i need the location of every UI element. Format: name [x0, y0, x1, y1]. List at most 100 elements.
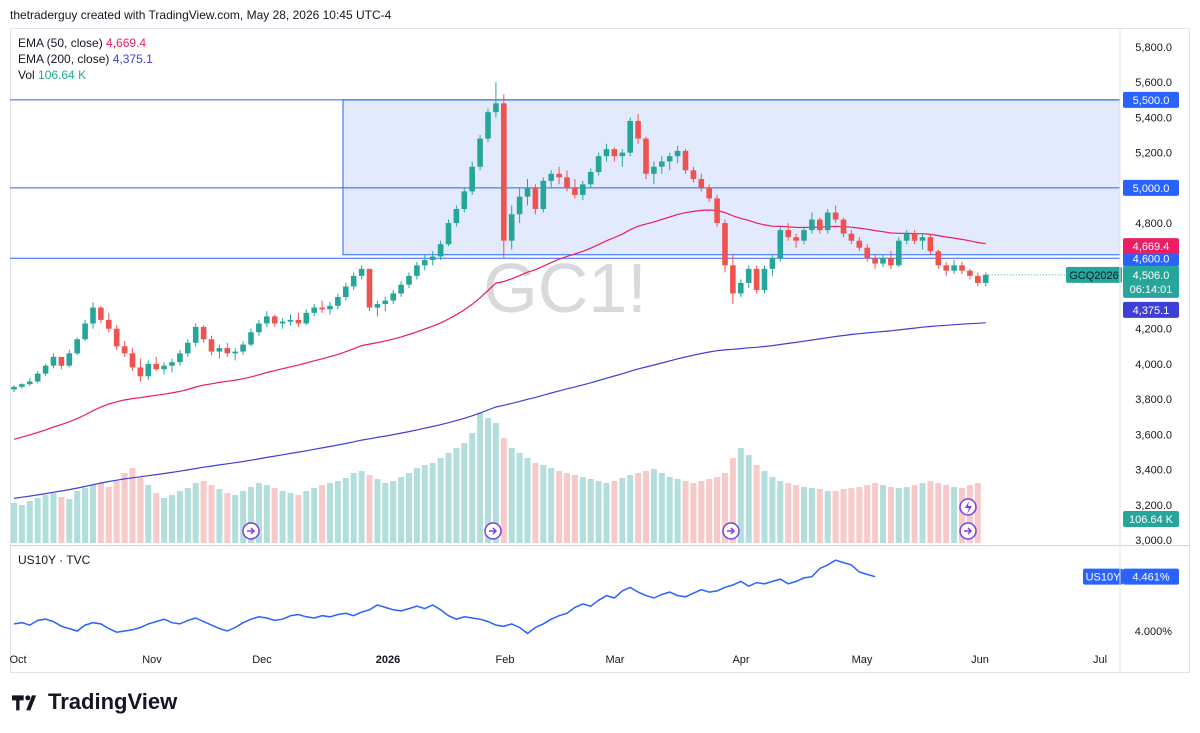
candle [27, 378, 33, 386]
volume-bar [722, 473, 728, 543]
candle [50, 353, 57, 369]
x-axis-label: 2026 [376, 654, 400, 666]
level-badge [1123, 250, 1179, 267]
candle-body [943, 265, 949, 271]
candle-body [627, 120, 633, 153]
event-marker-icon[interactable] [722, 522, 740, 540]
candle [216, 344, 223, 359]
candle [880, 254, 886, 268]
candle-body [516, 196, 523, 215]
us10y-line [13, 559, 876, 635]
event-marker-icon[interactable] [959, 522, 977, 540]
candle [548, 170, 554, 188]
candle-body [422, 260, 428, 266]
candle-body [595, 156, 602, 173]
x-axis-label: Jul [1093, 654, 1107, 666]
candle [192, 323, 199, 347]
volume-bar [627, 475, 634, 543]
volume-bar [437, 458, 444, 543]
volume-bar [485, 418, 491, 543]
candle [903, 230, 910, 245]
x-axis-label: Apr [732, 654, 749, 666]
volume-bar [919, 483, 926, 543]
volume-bar [461, 443, 468, 543]
candle-body [66, 353, 73, 366]
candle-body [753, 268, 760, 290]
price-tick-label: 3,600.0 [1135, 429, 1172, 441]
candle [327, 302, 333, 315]
candle-body [643, 138, 649, 174]
candle-body [982, 274, 989, 283]
candle [564, 170, 570, 192]
legend-vol[interactable]: Vol 106.64 K [18, 67, 153, 83]
candle-body [129, 353, 136, 368]
candle-body [216, 348, 223, 352]
candle [714, 194, 720, 227]
candle-body [572, 187, 578, 195]
volume-bar [192, 483, 199, 543]
candle [303, 309, 310, 326]
volume-bar [413, 468, 420, 543]
candle [271, 314, 278, 327]
candle-body [287, 319, 294, 322]
legend-ema50[interactable]: EMA (50, close) 4,669.4 [18, 35, 153, 51]
volume-bar [398, 477, 405, 543]
candle [34, 370, 41, 384]
candle-body [532, 187, 539, 209]
sub-pane-legend[interactable]: US10Y · TVC [18, 553, 91, 567]
candle [627, 117, 633, 157]
candle [335, 293, 341, 310]
volume-bar [137, 478, 144, 543]
volume-bar [943, 485, 950, 543]
legend-ema200[interactable]: EMA (200, close) 4,375.1 [18, 51, 153, 67]
brand-name: TradingView [48, 689, 178, 714]
candle-body [698, 179, 705, 188]
lightning-event-icon[interactable] [959, 498, 977, 516]
event-marker-icon[interactable] [484, 522, 502, 540]
candle [595, 152, 602, 176]
volume-bar [500, 438, 507, 543]
pane-divider[interactable] [10, 545, 1190, 546]
candle [943, 261, 949, 276]
volume-bar [303, 491, 310, 543]
candle-body [508, 214, 515, 241]
candle [777, 226, 784, 262]
candle-body [469, 166, 475, 192]
candle-body [98, 307, 104, 320]
candle-body [382, 300, 389, 305]
volume-bar [176, 491, 183, 543]
candle-body [587, 172, 594, 185]
candle-body [208, 339, 215, 352]
candle-body [911, 233, 918, 241]
candle [493, 82, 499, 118]
volume-bar [880, 485, 886, 543]
volume-bar [532, 463, 539, 543]
candle [643, 136, 649, 180]
ema200-price-badge [1123, 301, 1179, 318]
candle [651, 161, 657, 185]
candle-body [674, 150, 681, 157]
volume-bar [548, 468, 555, 543]
volume-bar [66, 499, 73, 543]
legend-ema50-value: 4,669.4 [106, 36, 147, 50]
volume-bar [421, 465, 428, 543]
candle-body [11, 386, 17, 390]
event-marker-icon[interactable] [242, 522, 260, 540]
candle [153, 356, 159, 371]
volume-bar [643, 471, 649, 543]
volume-bar [571, 475, 578, 543]
bar-countdown-label: 06:14:01 [1130, 284, 1173, 296]
volume-bar [200, 481, 207, 543]
volume-bar [271, 488, 278, 543]
volume-bar [18, 505, 25, 543]
x-axis-label: Mar [606, 654, 625, 666]
candle [121, 341, 128, 357]
volume-bar [864, 485, 871, 543]
volume-bar [587, 479, 594, 543]
candle-body [524, 187, 531, 197]
volume-bar [169, 495, 175, 543]
candle [113, 325, 120, 350]
volume-bar [729, 458, 736, 543]
candle [287, 314, 294, 326]
